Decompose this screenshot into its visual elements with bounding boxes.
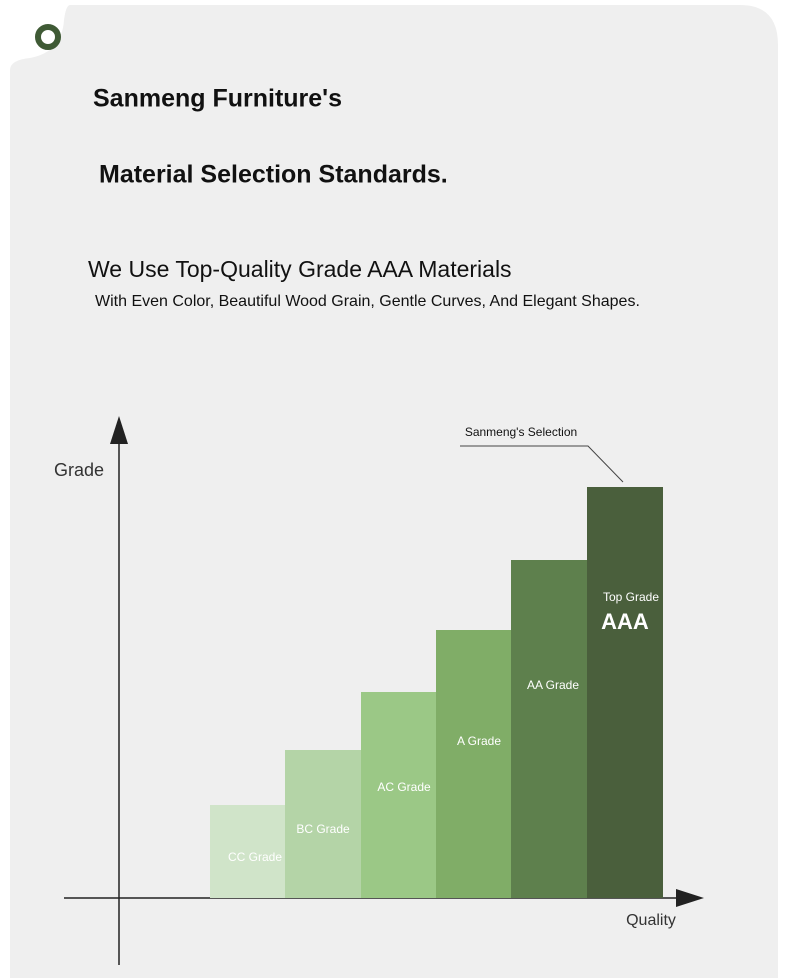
step-block xyxy=(361,692,436,898)
ring-icon xyxy=(35,24,61,50)
step-block xyxy=(210,805,285,898)
callout-leader xyxy=(460,445,624,483)
headline: We Use Top-Quality Grade AAA Materials xyxy=(88,256,512,282)
subline: With Even Color, Beautiful Wood Grain, G… xyxy=(95,293,640,310)
step-block xyxy=(285,750,361,898)
step-badge: AAA xyxy=(601,609,649,634)
title-line2: Material Selection Standards. xyxy=(99,161,448,189)
x-axis-arrow xyxy=(676,889,704,907)
step-label: AA Grade xyxy=(527,678,579,692)
step-block xyxy=(511,560,587,898)
step-label: AC Grade xyxy=(377,780,431,794)
title-line1: Sanmeng Furniture's xyxy=(93,85,342,113)
step-block xyxy=(436,630,511,898)
step-label: BC Grade xyxy=(296,822,350,836)
callout-label: Sanmeng's Selection xyxy=(465,425,577,439)
y-axis-label: Grade xyxy=(54,460,104,480)
y-axis-arrow xyxy=(110,416,128,444)
step-label: Top Grade xyxy=(603,590,659,604)
step-label: A Grade xyxy=(457,734,501,748)
x-axis-label: Quality xyxy=(626,912,676,929)
step-label: CC Grade xyxy=(228,850,282,864)
step-block xyxy=(587,487,663,898)
